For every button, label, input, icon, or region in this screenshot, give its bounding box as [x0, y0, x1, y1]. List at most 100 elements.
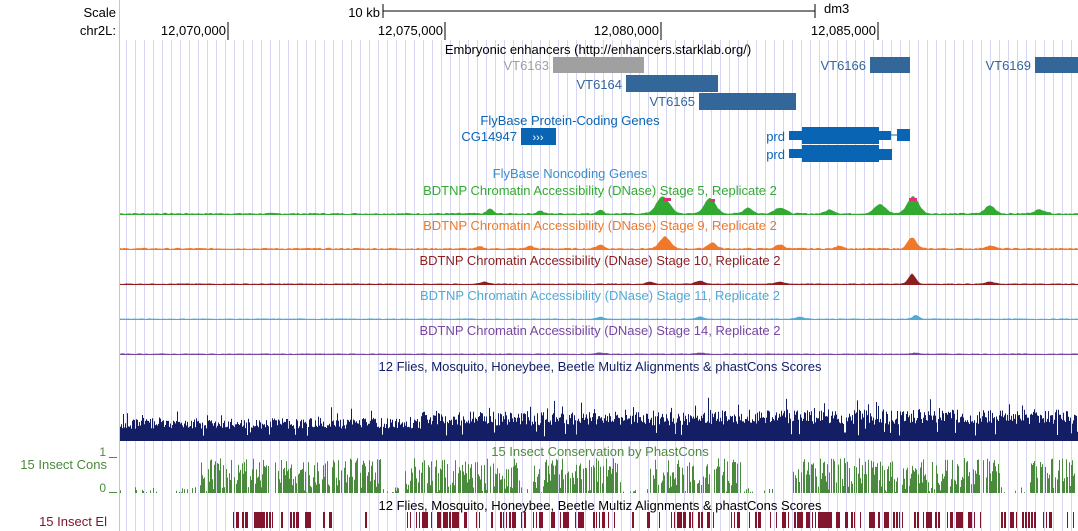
conserved-element-bar — [755, 512, 757, 528]
conserved-element-bar — [407, 512, 408, 528]
conserved-element-bar — [500, 512, 502, 528]
protein-coding-track-title[interactable]: FlyBase Protein-Coding Genes — [480, 113, 660, 128]
enhancer-feature[interactable]: VT6169 — [985, 57, 1078, 73]
dnase-stage11-signal[interactable] — [120, 315, 1078, 319]
dnase-stage10-signal[interactable] — [120, 273, 1078, 284]
gene-prd-1[interactable]: prd — [766, 127, 910, 144]
multiz-track-title[interactable]: 12 Flies, Mosquito, Honeybee, Beetle Mul… — [379, 359, 822, 374]
conserved-element-bar — [794, 512, 796, 528]
conserved-element-bar — [851, 512, 853, 528]
conserved-element-bar — [827, 512, 830, 528]
dnase-stage5-title[interactable]: BDTNP Chromatin Accessibility (DNase) St… — [423, 183, 777, 198]
conserved-element-bar — [578, 512, 581, 528]
conserved-element-bar — [1031, 512, 1033, 528]
phastcons-track-title[interactable]: 15 Insect Conservation by PhastCons — [491, 444, 709, 459]
conserved-element-bar — [809, 512, 810, 528]
conserved-element-bar — [233, 512, 234, 528]
vertical-guide-lines — [126, 40, 1072, 531]
phastcons-axis-min: 0 — [99, 481, 106, 495]
conserved-element-bar — [956, 512, 959, 528]
conserved-element-bar — [263, 512, 265, 528]
clipped-peak-marker — [710, 199, 715, 202]
conserved-element-bar — [476, 512, 477, 528]
conserved-element-bar — [674, 512, 675, 528]
conserved-element-bar — [236, 512, 239, 528]
conserved-element-bar — [734, 512, 735, 528]
conserved-element-bar — [914, 512, 916, 528]
conserved-element-bar — [596, 512, 597, 528]
gene-utr — [789, 131, 802, 140]
conserved-elements[interactable] — [233, 512, 1074, 528]
dnase-stage14-signal[interactable] — [120, 352, 1078, 355]
chrom-label[interactable]: chr2L: — [80, 23, 116, 38]
conserved-element-bar — [365, 512, 367, 528]
enhancer-block — [626, 75, 718, 92]
scale-bar — [382, 4, 816, 18]
conserved-element-bar — [1025, 512, 1027, 528]
enhancer-feature[interactable]: VT6166 — [820, 57, 910, 73]
conserved-element-bar — [242, 512, 244, 528]
conserved-element-bar — [770, 512, 771, 528]
dnase-stage14-title[interactable]: BDTNP Chromatin Accessibility (DNase) St… — [419, 323, 780, 338]
enhancer-feature[interactable]: VT6164 — [576, 75, 718, 92]
conserved-element-bar — [902, 512, 903, 528]
conserved-element-bar — [296, 512, 299, 528]
conserved-element-bar — [458, 512, 459, 528]
gene-exon — [802, 127, 879, 144]
conserved-element-bar — [491, 512, 493, 528]
conserved-element-bar — [536, 512, 537, 528]
conserved-element-bar — [659, 512, 660, 528]
conserved-element-bar — [806, 512, 809, 528]
conserved-element-bar — [860, 512, 861, 528]
dnase-stage5-signal[interactable] — [120, 196, 1078, 214]
conserved-element-bar — [812, 512, 813, 528]
noncoding-track-title[interactable]: FlyBase Noncoding Genes — [493, 166, 648, 181]
dnase-stage9-signal[interactable] — [120, 236, 1078, 249]
conserved-element-bar — [692, 512, 693, 528]
gene-cg14947[interactable]: CG14947 ››› — [461, 128, 556, 145]
phastcons-side-label[interactable]: 15 Insect Cons — [20, 457, 107, 472]
conserved-element-bar — [683, 512, 686, 528]
conserved-element-bar — [776, 512, 777, 528]
enhancer-label: VT6164 — [576, 77, 622, 92]
conserved-element-bar — [260, 512, 263, 528]
conserved-element-bar — [560, 512, 561, 528]
conserved-element-bar — [836, 512, 839, 528]
gene-exon — [879, 149, 892, 160]
conserved-element-bar — [821, 512, 824, 528]
enhancer-label: VT6169 — [985, 58, 1031, 73]
conserved-element-bar — [305, 512, 308, 528]
conserved-element-bar — [782, 512, 785, 528]
gene-exon — [897, 129, 910, 141]
enhancer-feature[interactable]: VT6165 — [649, 93, 796, 110]
conserved-element-bar — [599, 512, 600, 528]
conserved-element-bar — [647, 512, 650, 528]
conserved-element-bar — [749, 512, 750, 528]
conserved-element-bar — [512, 512, 515, 528]
conserved-element-bar — [698, 512, 700, 528]
dnase-stage10-title[interactable]: BDTNP Chromatin Accessibility (DNase) St… — [419, 253, 780, 268]
gene-prd-2[interactable]: prd — [766, 145, 892, 162]
conserved-element-bar — [419, 512, 420, 528]
conserved-element-bar — [581, 512, 584, 528]
conserved-element-bar — [542, 512, 543, 528]
conserved-element-bar — [452, 512, 455, 528]
conserved-element-bar — [575, 512, 576, 528]
conserved-element-bar — [839, 512, 840, 528]
elements-track-title[interactable]: 12 Flies, Mosquito, Honeybee, Beetle Mul… — [379, 498, 822, 513]
conserved-element-bar — [689, 512, 691, 528]
conserved-element-bar — [758, 512, 761, 528]
dnase-stage9-title[interactable]: BDTNP Chromatin Accessibility (DNase) St… — [423, 218, 777, 233]
dnase-stage11-title[interactable]: BDTNP Chromatin Accessibility (DNase) St… — [420, 288, 780, 303]
scale-label: Scale — [83, 5, 116, 20]
enhancer-block — [1035, 57, 1078, 73]
conserved-element-bar — [980, 512, 981, 528]
enhancers-track-title[interactable]: Embryonic enhancers (http://enhancers.st… — [445, 42, 751, 57]
elements-side-label[interactable]: 15 Insect El — [39, 514, 107, 529]
conserved-element-bar — [266, 512, 268, 528]
phastcons-conservation-signal[interactable] — [120, 458, 1075, 493]
multiz-conservation-signal[interactable] — [120, 397, 1078, 441]
enhancer-feature[interactable]: VT6163 — [503, 57, 644, 73]
ruler[interactable]: 12,070,000 12,075,000 12,080,000 12,085,… — [161, 22, 879, 40]
